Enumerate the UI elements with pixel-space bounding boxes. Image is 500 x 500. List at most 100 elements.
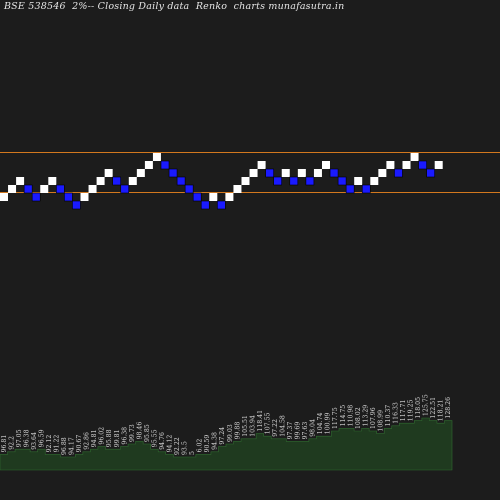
volume-bar	[136, 441, 143, 470]
renko-brick-down	[289, 176, 299, 186]
volume-bar	[392, 426, 399, 470]
volume-bar	[324, 436, 331, 470]
renko-brick-up	[128, 177, 137, 185]
renko-brick-up	[144, 161, 153, 169]
volume-label: 128.26	[445, 397, 452, 419]
volume-bar	[53, 454, 60, 470]
renko-brick-down	[305, 176, 315, 186]
volume-label: 107.96	[370, 407, 377, 429]
renko-brick-down	[337, 176, 347, 186]
volume-label: 95.88	[106, 429, 113, 447]
renko-brick-down	[200, 200, 210, 210]
volume-bar	[264, 436, 271, 470]
volume-label: 119.25	[408, 399, 415, 421]
renko-brick-up	[297, 169, 306, 177]
volume-bar	[151, 449, 158, 470]
renko-brick-down	[345, 184, 355, 194]
volume-bar	[399, 423, 406, 470]
renko-brick-down	[394, 168, 403, 178]
volume-label: 92.2	[8, 436, 15, 450]
volume-label: 103.94	[249, 415, 256, 437]
volume-bar	[75, 454, 82, 470]
volume-bar	[196, 454, 203, 470]
volume-bar	[347, 428, 354, 470]
volume-label: 96.81	[1, 435, 8, 453]
volume-label: 96.38	[23, 429, 30, 447]
volume-bar	[188, 457, 195, 470]
volume-bar	[218, 447, 225, 470]
volume-bar	[362, 428, 369, 470]
chart-title: BSE 538546 2%-- Closing Daily data Renko…	[4, 1, 345, 12]
volume-bar	[444, 421, 451, 470]
volume-bar	[271, 439, 278, 470]
volume-bar	[226, 444, 233, 470]
volume-label: 114.75	[340, 405, 347, 427]
renko-brick-down	[192, 192, 202, 202]
volume-bar	[414, 421, 421, 470]
volume-bar	[143, 444, 150, 470]
volume-bar	[211, 452, 218, 470]
volume-label: 94.76	[159, 432, 166, 450]
volume-bar	[15, 449, 22, 470]
renko-brick-up	[257, 161, 266, 169]
volume-bar	[38, 449, 45, 470]
volume-bar	[429, 421, 436, 470]
volume-label: 116.33	[393, 402, 400, 424]
renko-brick-up	[249, 169, 258, 177]
renko-brick-up	[209, 193, 218, 201]
volume-label: 118.05	[415, 397, 422, 419]
volume-label: 95.85	[144, 424, 151, 442]
volume-label: 97.05	[16, 429, 23, 447]
volume-bar	[128, 444, 135, 470]
volume-label: 99.69	[295, 422, 302, 440]
volume-label: 107.55	[264, 412, 271, 434]
volume-label: 108.02	[355, 407, 362, 429]
volume-label: 108.99	[377, 410, 384, 432]
volume-bar	[173, 457, 180, 470]
renko-brick-down	[217, 200, 226, 210]
volume-label: 95.55	[151, 429, 158, 447]
renko-brick-up	[136, 169, 145, 177]
reference-lines	[0, 152, 500, 193]
volume-label: 118.21	[438, 399, 445, 421]
volume-label: 104.58	[280, 415, 287, 437]
volume-bar	[113, 449, 120, 470]
volume-label: 104.74	[317, 412, 324, 434]
volume-label: 91.22	[54, 435, 61, 453]
volume-bar	[249, 439, 256, 470]
renko-brick-up	[16, 177, 25, 185]
volume-bar	[181, 457, 188, 470]
volume-area	[0, 417, 453, 471]
volume-label: 94.12	[167, 435, 174, 453]
renko-brick-up	[322, 161, 330, 169]
renko-bricks	[0, 153, 443, 210]
renko-brick-up	[40, 185, 49, 193]
renko-brick-down	[23, 184, 33, 194]
renko-brick-up	[96, 177, 105, 185]
volume-label: 99.73	[129, 424, 136, 442]
renko-brick-down	[64, 192, 73, 202]
volume-label: 6.02	[197, 439, 204, 453]
renko-brick-up	[80, 193, 89, 201]
volume-bar	[90, 449, 97, 470]
volume-label: 122.51	[430, 397, 437, 419]
volume-bar	[98, 447, 105, 470]
renko-brick-up	[225, 193, 234, 201]
volume-bar	[166, 454, 173, 470]
renko-brick-up	[48, 177, 57, 185]
volume-label: 93.64	[31, 432, 38, 450]
volume-label: 110.37	[385, 405, 392, 427]
volume-label: 5	[189, 451, 196, 455]
volume-bar	[83, 452, 90, 470]
volume-bar	[377, 434, 384, 470]
renko-brick-down	[160, 160, 170, 170]
volume-bar	[45, 454, 52, 470]
renko-brick-up	[402, 161, 411, 169]
renko-brick-down	[273, 176, 283, 186]
renko-brick-up	[104, 169, 113, 177]
renko-brick-up	[354, 177, 363, 185]
renko-brick-down	[361, 184, 371, 194]
volume-bar	[309, 439, 316, 470]
